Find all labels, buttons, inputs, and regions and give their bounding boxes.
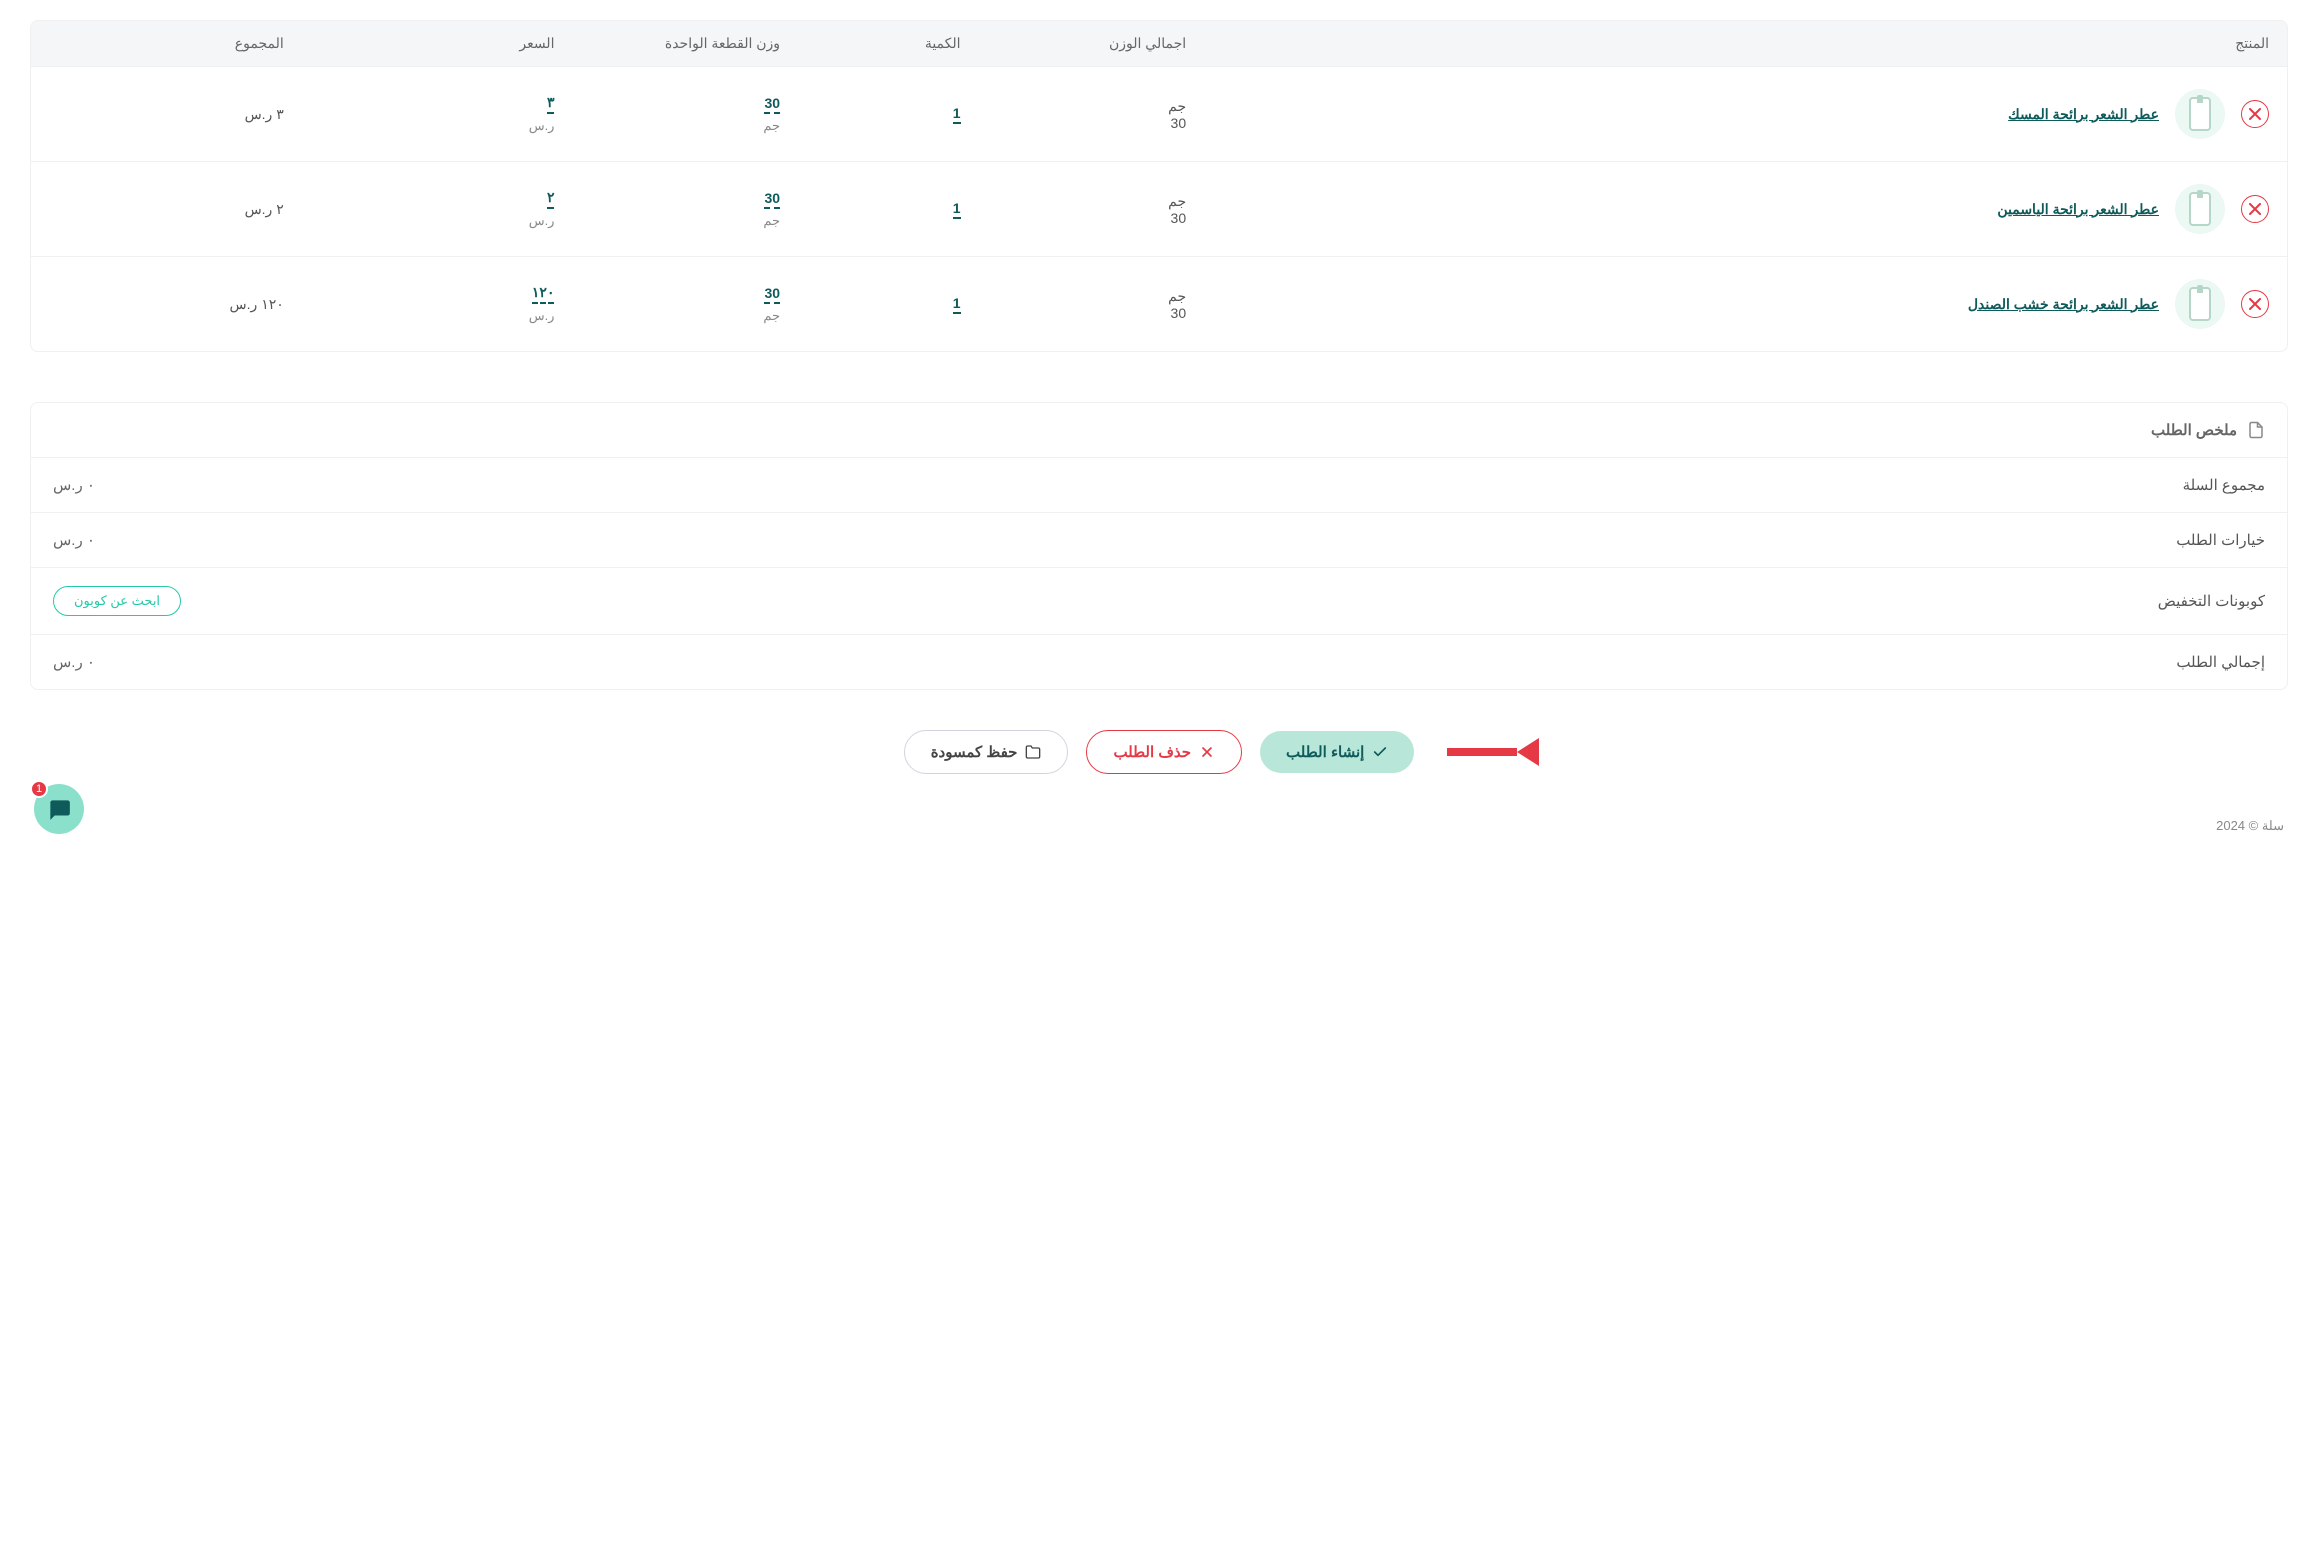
folder-icon [1025, 744, 1041, 760]
unit-weight-editable[interactable]: 30 [764, 95, 780, 114]
order-options-label: خيارات الطلب [2176, 531, 2265, 549]
table-row: عطر الشعر برائحة المسك جم 30 1 30 جم [31, 67, 2287, 162]
cart-total-value: ٠ ر.س [53, 476, 95, 494]
product-name-link[interactable]: عطر الشعر برائحة الياسمين [1997, 201, 2159, 218]
order-total-label: إجمالي الطلب [2176, 653, 2265, 671]
unit-weight-unit: جم [763, 118, 780, 134]
weight-total-unit: جم [1168, 193, 1186, 209]
product-thumbnail [2175, 279, 2225, 329]
product-name-link[interactable]: عطر الشعر برائحة المسك [2008, 106, 2159, 123]
highlight-arrow [1447, 738, 1539, 766]
product-thumbnail [2175, 89, 2225, 139]
product-name-link[interactable]: عطر الشعر برائحة خشب الصندل [1968, 296, 2159, 313]
weight-total-value: 30 [1171, 305, 1187, 321]
close-icon [1199, 744, 1215, 760]
qty-editable[interactable]: 1 [953, 200, 961, 219]
weight-total-value: 30 [1171, 210, 1187, 226]
th-qty: الكمية [798, 21, 978, 67]
check-icon [1372, 744, 1388, 760]
weight-total-unit: جم [1168, 288, 1186, 304]
delete-order-label: حذف الطلب [1113, 743, 1191, 761]
remove-item-button[interactable] [2241, 100, 2269, 128]
order-total-value: ٠ ر.س [53, 653, 95, 671]
save-draft-button[interactable]: حفظ كمسودة [904, 730, 1069, 774]
th-price: السعر [302, 21, 573, 67]
products-card: المنتج اجمالي الوزن الكمية وزن القطعة ال… [30, 20, 2288, 352]
action-bar: إنشاء الطلب حذف الطلب حفظ كمسودة [30, 730, 2288, 774]
save-draft-label: حفظ كمسودة [931, 743, 1018, 761]
th-total: المجموع [31, 21, 302, 67]
product-thumbnail [2175, 184, 2225, 234]
remove-item-button[interactable] [2241, 195, 2269, 223]
document-icon [2247, 421, 2265, 439]
price-unit: ر.س [529, 213, 555, 229]
unit-weight-unit: جم [763, 213, 780, 229]
unit-weight-editable[interactable]: 30 [764, 190, 780, 209]
price-unit: ر.س [529, 308, 555, 324]
price-editable[interactable]: ١٢٠ [532, 284, 555, 304]
price-editable[interactable]: ٢ [547, 189, 555, 209]
products-table: المنتج اجمالي الوزن الكمية وزن القطعة ال… [31, 21, 2287, 351]
th-weight-total: اجمالي الوزن [979, 21, 1205, 67]
row-total: ٣ ر.س [245, 106, 284, 122]
delete-order-button[interactable]: حذف الطلب [1086, 730, 1242, 774]
create-order-button[interactable]: إنشاء الطلب [1260, 731, 1414, 773]
th-product: المنتج [1204, 21, 2287, 67]
chat-widget[interactable]: 1 [34, 784, 84, 834]
chat-badge: 1 [30, 780, 48, 798]
cart-total-label: مجموع السلة [2183, 476, 2265, 494]
weight-total-unit: جم [1168, 98, 1186, 114]
unit-weight-editable[interactable]: 30 [764, 285, 780, 304]
table-row: عطر الشعر برائحة الياسمين جم 30 1 30 جم [31, 162, 2287, 257]
coupon-search-button[interactable]: ابحث عن كوبون [53, 586, 181, 616]
copyright: سلة © 2024 [2216, 818, 2284, 834]
qty-editable[interactable]: 1 [953, 295, 961, 314]
unit-weight-unit: جم [763, 308, 780, 324]
order-summary-card: ملخص الطلب مجموع السلة ٠ ر.س خيارات الطل… [30, 402, 2288, 690]
price-unit: ر.س [529, 118, 555, 134]
th-weight-unit: وزن القطعة الواحدة [572, 21, 798, 67]
chat-icon [46, 796, 72, 822]
page-footer: سلة © 2024 1 [30, 784, 2288, 834]
weight-total-value: 30 [1171, 115, 1187, 131]
create-order-label: إنشاء الطلب [1286, 743, 1364, 761]
coupons-label: كوبونات التخفيض [2158, 592, 2265, 610]
table-row: عطر الشعر برائحة خشب الصندل جم 30 1 30 ج… [31, 257, 2287, 352]
order-options-value: ٠ ر.س [53, 531, 95, 549]
remove-item-button[interactable] [2241, 290, 2269, 318]
summary-title: ملخص الطلب [2151, 421, 2237, 439]
row-total: ٢ ر.س [245, 201, 284, 217]
price-editable[interactable]: ٣ [547, 94, 555, 114]
qty-editable[interactable]: 1 [953, 105, 961, 124]
row-total: ١٢٠ ر.س [230, 296, 284, 312]
